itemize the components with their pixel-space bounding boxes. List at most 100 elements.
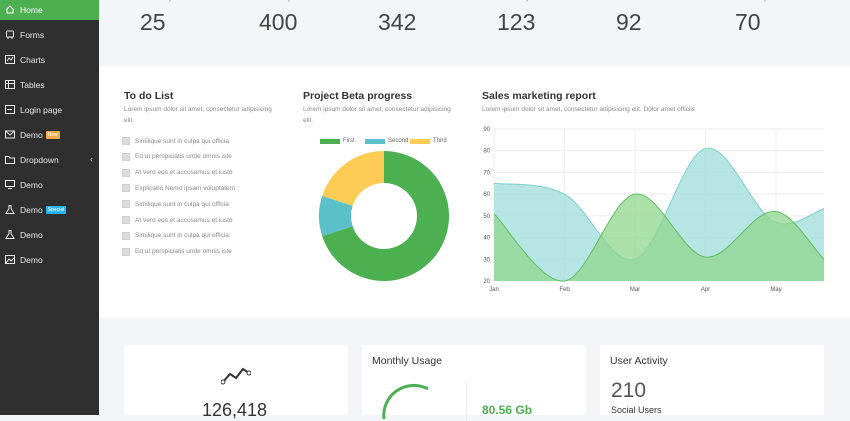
- x-tick-label: May: [770, 287, 781, 293]
- todo-text: Ed ut perspiciatis unde omnis iste: [135, 248, 232, 256]
- sidebar-item-demo[interactable]: Demo: [0, 224, 99, 245]
- pie-slice-second: [319, 195, 353, 237]
- todo-checkbox[interactable]: [122, 184, 130, 193]
- todo-text: Ed ut perspiciatis unde omnis iste: [135, 153, 232, 161]
- flask-icon: [5, 205, 15, 214]
- sidebar-item-login-page[interactable]: Login page: [0, 99, 99, 120]
- todo-item[interactable]: At vero eos et accusamus et iusto: [122, 168, 233, 177]
- todo-item[interactable]: Explicabo Nemo ipsam voluptatem: [122, 184, 235, 193]
- area-series-2: [494, 194, 824, 282]
- todo-item[interactable]: Similique sunt in culpa qui officia: [122, 231, 229, 240]
- stat-label: Last 7 days: [735, 0, 771, 2]
- sidebar-item-label: Tables: [20, 79, 45, 90]
- stat-value: 123: [497, 9, 536, 35]
- y-tick-label: 70: [483, 170, 490, 176]
- todo-item[interactable]: Similique sunt in culpa qui officia: [122, 200, 229, 209]
- todo-checkbox[interactable]: [122, 200, 130, 209]
- sidebar-item-demo[interactable]: Demo: [0, 174, 99, 195]
- y-tick-label: 30: [483, 257, 490, 263]
- flask-icon: [5, 230, 15, 239]
- sidebar-item-dropdown[interactable]: Dropdown ‹: [0, 149, 99, 170]
- stat-label: Last 3 days: [259, 0, 295, 2]
- usage-gauge: [382, 383, 429, 420]
- sales-area-chart: 2030405060708090JanFebMarAprMayJuneJuly: [483, 127, 824, 293]
- y-tick-label: 20: [483, 279, 490, 285]
- todo-item[interactable]: Ed ut perspiciatis unde omnis iste: [122, 247, 232, 256]
- todo-subtitle: Lorem ipsum dolor sit amet, consectetur …: [124, 106, 272, 124]
- sidebar-badge: New: [45, 130, 60, 139]
- sidebar-item-label: Login page: [20, 104, 63, 115]
- trend-icon: [221, 367, 251, 385]
- bus-icon: [5, 30, 15, 39]
- monthly-title: Monthly Usage: [372, 355, 443, 367]
- stat-value: 70: [735, 9, 761, 35]
- sidebar-item-tables[interactable]: Tables: [0, 74, 99, 95]
- stat-value: 400: [259, 9, 298, 35]
- pie-slice-first: [322, 151, 449, 281]
- main-panel: To do List Lorem ipsum dolor sit amet, c…: [99, 66, 850, 318]
- x-tick-label: Jan: [489, 287, 499, 293]
- line-series-1: [493, 148, 824, 261]
- legend-label: Second: [388, 138, 409, 144]
- sidebar-item-label: Dropdown: [20, 154, 59, 165]
- pie-slice-third: [322, 151, 384, 206]
- todo-item[interactable]: Ed ut perspiciatis unde omnis iste: [122, 152, 232, 161]
- legend-label: First: [343, 138, 355, 144]
- stat-label: Last 3 days: [497, 0, 533, 2]
- table-icon: [5, 80, 15, 89]
- image-icon: [5, 255, 15, 264]
- sidebar-item-label: Forms: [20, 29, 45, 40]
- login-icon: [5, 105, 15, 114]
- todo-checkbox[interactable]: [122, 168, 130, 177]
- todo-checkbox[interactable]: [122, 216, 130, 224]
- sidebar-item-home[interactable]: Home: [0, 0, 99, 20]
- legend-item-third: Third: [410, 138, 447, 144]
- sidebar: Home Forms Charts Tables Login page Demo New Dr…: [0, 0, 99, 415]
- sidebar-item-label: Demo: [20, 229, 43, 240]
- todo-checkbox[interactable]: [122, 137, 130, 145]
- y-tick-label: 40: [483, 236, 490, 242]
- y-tick-label: 90: [483, 127, 490, 133]
- todo-text: At vero eos et accusamus et iusto: [135, 216, 233, 224]
- beta-donut-chart: [319, 151, 449, 281]
- sidebar-item-forms[interactable]: Forms: [0, 24, 99, 45]
- sidebar-item-charts[interactable]: Charts: [0, 49, 99, 70]
- card-monthly-usage: Monthly Usage 80.56 Gb: [362, 345, 586, 421]
- todo-text: Similique sunt in culpa qui officia: [135, 232, 229, 240]
- legend-swatch: [410, 138, 430, 144]
- activity-title: User Activity: [610, 355, 668, 367]
- todo-item[interactable]: At vero eos et accusamus et iusto: [122, 216, 233, 224]
- total-value: 126,418: [202, 400, 268, 420]
- chevron-left-icon[interactable]: ‹: [90, 154, 93, 164]
- activity-label: Social Users: [611, 405, 662, 415]
- stat-value: 342: [378, 9, 417, 35]
- sidebar-item-demo[interactable]: Demo: [0, 249, 99, 270]
- legend-swatch: [365, 138, 385, 144]
- usage-value: 80.56 Gb: [482, 403, 533, 417]
- sales-subtitle: Lorem ipsum dolor sit amet, consectetur …: [482, 106, 696, 113]
- todo-checkbox[interactable]: [122, 247, 130, 256]
- todo-text: Similique sunt in culpa qui officia: [135, 137, 229, 145]
- line-series-2: [493, 193, 824, 282]
- sidebar-item-label: Demo: [20, 254, 43, 265]
- stats-row: Last 7 days 25 Last 3 days 400 Last 3 months…: [99, 0, 850, 52]
- todo-checkbox[interactable]: [122, 231, 130, 240]
- sidebar-item-label: Home: [20, 4, 43, 15]
- sidebar-item-demo[interactable]: Demo New: [0, 124, 99, 145]
- legend-item-second: Second: [365, 138, 408, 144]
- x-tick-label: Mar: [630, 287, 640, 293]
- y-tick-label: 50: [483, 214, 490, 220]
- stat-label: Last 7 days: [140, 0, 176, 2]
- sidebar-item-label: Demo: [20, 179, 43, 190]
- todo-checkbox[interactable]: [122, 152, 130, 161]
- todo-item[interactable]: Similique sunt in culpa qui officia: [122, 137, 229, 145]
- y-tick-label: 80: [483, 149, 490, 155]
- sidebar-item-demo[interactable]: Demo Special: [0, 199, 99, 220]
- card-total: 126,418: [124, 345, 348, 420]
- stat-label: Last 3 month: [616, 0, 656, 2]
- legend-item-first: First: [320, 138, 355, 144]
- card-user-activity: User Activity 210 Social Users: [600, 345, 824, 415]
- x-tick-label: Feb: [559, 287, 570, 293]
- x-tick-label: Apr: [701, 287, 710, 293]
- stat-value: 25: [140, 9, 166, 35]
